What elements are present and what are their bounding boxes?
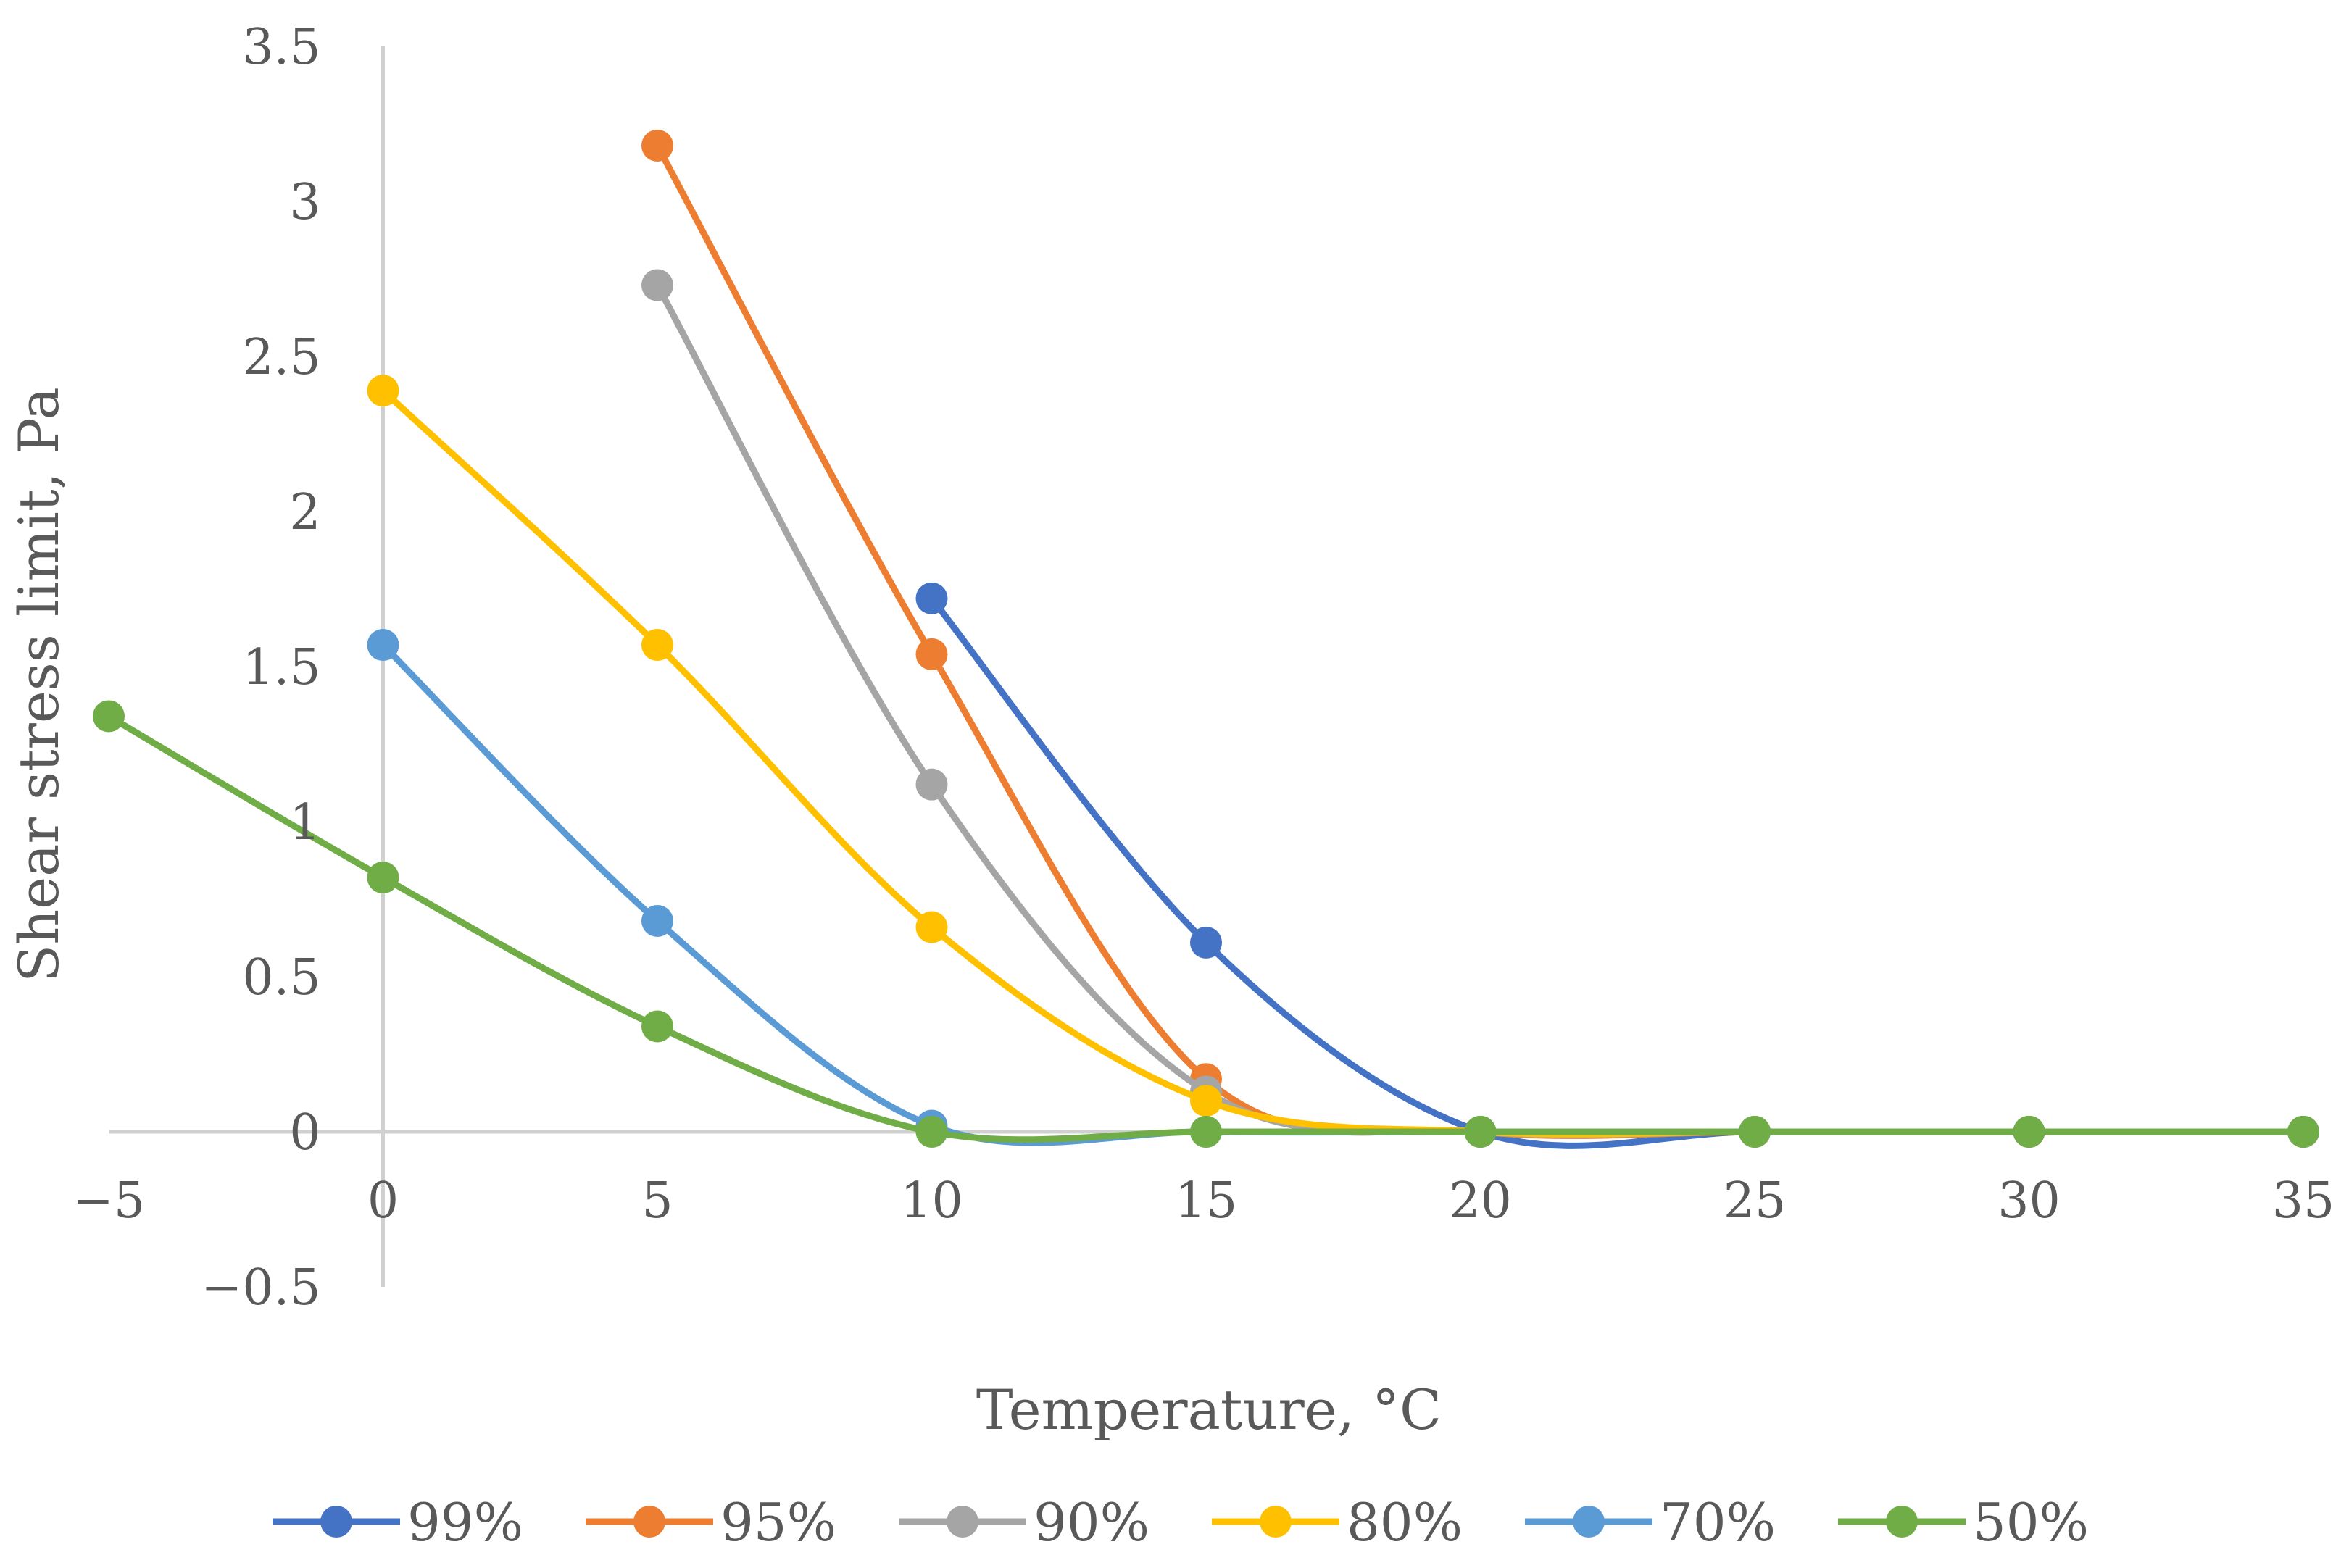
legend-item: 50%	[1838, 1492, 2089, 1553]
legend-marker	[1260, 1506, 1292, 1538]
legend-marker	[947, 1506, 978, 1538]
data-point	[915, 582, 948, 614]
legend-marker	[633, 1506, 665, 1538]
y-tick-label: 1	[289, 794, 320, 851]
data-point	[1464, 1116, 1497, 1148]
data-point	[367, 375, 399, 407]
legend-label: 99%	[407, 1492, 523, 1553]
data-point	[367, 629, 399, 662]
series-line	[928, 595, 2307, 1149]
legend-item: 99%	[273, 1492, 523, 1553]
data-point	[2287, 1116, 2319, 1148]
data-point	[1739, 1116, 1771, 1148]
legend-marker	[1886, 1506, 1918, 1538]
data-point	[915, 1116, 948, 1148]
series-line	[654, 282, 2307, 1138]
data-point	[641, 904, 673, 937]
data-point	[2013, 1116, 2045, 1148]
x-tick-label: 5	[641, 1172, 673, 1230]
data-point	[641, 1010, 673, 1043]
x-tick-label: 30	[1997, 1172, 2061, 1230]
data-point	[1190, 1116, 1222, 1148]
y-tick-label: 0.5	[242, 949, 320, 1006]
data-point	[641, 129, 673, 162]
data-point	[641, 269, 673, 301]
legend-marker	[320, 1506, 352, 1538]
legend: 99% 95% 90% 80% 70% 50%	[273, 1492, 2089, 1553]
data-point	[1190, 1085, 1222, 1117]
labels-layer: Temperature, °C Shear stress limit, Pa −…	[7, 19, 2335, 1442]
legend-label: 80%	[1347, 1492, 1463, 1553]
legend-label: 95%	[720, 1492, 836, 1553]
y-tick-label: 0	[289, 1104, 320, 1162]
data-point	[367, 862, 399, 894]
legend-item: 80%	[1212, 1492, 1463, 1553]
y-tick-label: 2.5	[242, 329, 320, 386]
series-90pct	[641, 269, 2319, 1148]
x-axis-title: Temperature, °C	[976, 1377, 1442, 1442]
data-point	[641, 629, 673, 662]
y-tick-label: 3.5	[242, 19, 320, 76]
y-tick-label: 3	[289, 174, 320, 231]
y-axis-title: Shear stress limit, Pa	[7, 387, 71, 983]
y-tick-label: 2	[289, 484, 320, 541]
y-tick-label: 1.5	[242, 639, 320, 696]
x-tick-label: 35	[2272, 1172, 2335, 1230]
x-tick-label: 15	[1175, 1172, 1238, 1230]
series-70pct	[367, 629, 2319, 1148]
x-tick-label: 0	[367, 1172, 399, 1230]
series-layer	[93, 129, 2319, 1149]
legend-label: 70%	[1660, 1492, 1776, 1553]
series-line	[380, 641, 2307, 1146]
legend-label: 50%	[1973, 1492, 2089, 1553]
series-line	[654, 142, 2307, 1139]
x-tick-label: 20	[1449, 1172, 1512, 1230]
data-point	[915, 911, 948, 943]
legend-item: 95%	[586, 1492, 836, 1553]
data-point	[915, 638, 948, 670]
y-tick-label: −0.5	[201, 1259, 320, 1317]
x-tick-label: 25	[1724, 1172, 1787, 1230]
series-95pct	[641, 129, 2319, 1148]
legend-item: 90%	[899, 1492, 1149, 1553]
x-tick-label: 10	[900, 1172, 963, 1230]
legend-item: 70%	[1525, 1492, 1776, 1553]
data-point	[915, 768, 948, 801]
series-50pct	[93, 700, 2319, 1148]
legend-label: 90%	[1034, 1492, 1149, 1553]
x-tick-label: −5	[72, 1172, 145, 1230]
data-point	[93, 700, 125, 733]
data-point	[1190, 926, 1222, 959]
legend-marker	[1573, 1506, 1605, 1538]
